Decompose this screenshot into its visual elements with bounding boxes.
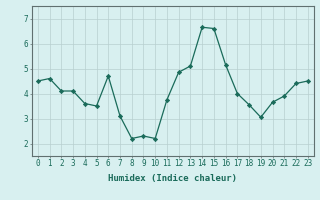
X-axis label: Humidex (Indice chaleur): Humidex (Indice chaleur) (108, 174, 237, 183)
